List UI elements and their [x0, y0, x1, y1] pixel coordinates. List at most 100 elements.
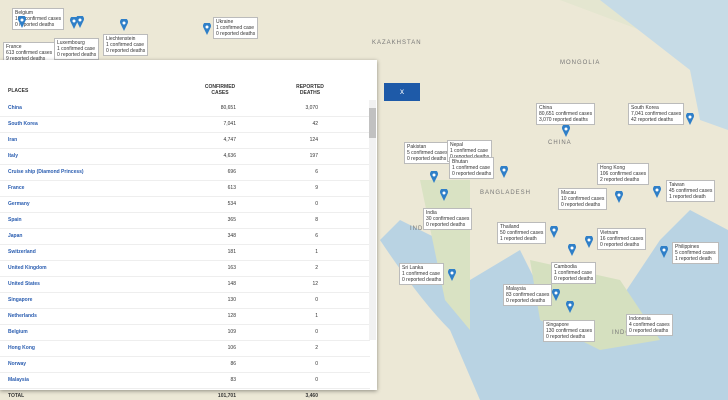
reported-deaths: 1 [315, 313, 318, 319]
table-row: Switzerland 181 1 [0, 244, 370, 261]
callout-deaths: 0 reported deaths [57, 52, 97, 58]
callout-cases: 10 confirmed cases [561, 196, 605, 202]
callout-place: Bhutan [452, 159, 468, 165]
table-row: Japan 348 6 [0, 228, 370, 245]
place-name: Malaysia [8, 377, 29, 383]
place-name: Spain [8, 217, 22, 223]
confirmed-cases: 534 [227, 201, 236, 207]
callout-cases: 83 confirmed cases [506, 292, 550, 298]
callout: Macau 10 confirmed cases 0 reported deaths [558, 188, 608, 210]
confirmed-cases: 4,636 [223, 153, 236, 159]
reported-deaths: 2 [315, 265, 318, 271]
table-row: Malaysia 83 0 [0, 372, 370, 389]
callout-cases: 109 confirmed cases [15, 16, 62, 22]
callout-place: Philippines [675, 244, 700, 250]
callout-cases: 1 confirmed case [450, 148, 489, 154]
place-name: Germany [8, 201, 30, 207]
confirmed-cases: 7,041 [223, 121, 236, 127]
callout-cases: 1 confirmed case [216, 25, 255, 31]
map-pin [430, 169, 438, 183]
callout-deaths: 0 reported deaths [546, 334, 586, 340]
reported-deaths: 2 [315, 345, 318, 351]
table-row: United Kingdom 163 2 [0, 260, 370, 277]
map-pin [653, 184, 661, 198]
confirmed-cases: 613 [227, 185, 236, 191]
table-row: Belgium 109 0 [0, 324, 370, 341]
header-confirmed: CONFIRMED CASES [204, 84, 236, 96]
reported-deaths: 1 [315, 249, 318, 255]
map-pin [203, 21, 211, 35]
reported-deaths: 0 [315, 201, 318, 207]
confirmed-cases: 365 [227, 217, 236, 223]
place-name: Norway [8, 361, 27, 367]
place-name: Italy [8, 153, 19, 159]
callout-place: Sri Lanka [402, 265, 424, 271]
confirmed-cases: 148 [227, 281, 236, 287]
callout-place: Taiwan [669, 182, 685, 188]
callout: Thailand 50 confirmed cases 1 reported dea… [497, 222, 547, 244]
callout-deaths: 0 reported deaths [407, 156, 447, 162]
reported-deaths: 6 [315, 169, 318, 175]
reported-deaths: 124 [309, 137, 318, 143]
callout-deaths: 0 reported deaths [506, 298, 546, 304]
callout: Hong Kong 106 confirmed cases 2 reported d… [597, 163, 650, 185]
scrollbar[interactable] [369, 100, 376, 340]
callout: Bhutan 1 confirmed case 0 reported deaths [449, 157, 495, 179]
callout-cases: 1 confirmed case [554, 270, 593, 276]
place-name: Japan [8, 233, 23, 239]
map-pin [76, 14, 84, 28]
map-pin [500, 164, 508, 178]
callout-deaths: 1 reported death [500, 236, 537, 242]
callout: Vietnam 16 confirmed cases 0 reported deat… [597, 228, 647, 250]
callout-place: India [426, 210, 437, 216]
callout-place: Singapore [546, 322, 569, 328]
header-deaths: REPORTED DEATHS [296, 84, 324, 96]
callout-place: Thailand [500, 224, 520, 230]
place-name: Cruise ship (Diamond Princess) [8, 169, 84, 175]
map-pin [615, 189, 623, 203]
reported-deaths: 197 [309, 153, 318, 159]
callout-place: France [6, 44, 22, 50]
table-row: Iran 4,747 124 [0, 132, 370, 149]
map-label: BANGLADESH [480, 190, 532, 196]
confirmed-cases: 4,747 [223, 137, 236, 143]
callout-place: China [539, 105, 553, 111]
reported-deaths: 8 [315, 217, 318, 223]
callout-cases: 1 confirmed case [452, 165, 491, 171]
reported-deaths: 12 [312, 281, 318, 287]
table-panel: PLACES CONFIRMED CASES REPORTED DEATHS C… [0, 60, 377, 399]
place-name: Hong Kong [8, 345, 35, 351]
callout-cases: 5 confirmed cases [675, 250, 716, 256]
total-row: TOTAL 101,701 3,460 [0, 388, 370, 400]
callout: Sri Lanka 1 confirmed case 0 reported deat… [399, 263, 445, 285]
callout-deaths: 0 reported deaths [106, 48, 146, 54]
callout-cases: 106 confirmed cases [600, 171, 647, 177]
callout-cases: 80,651 confirmed cases [539, 111, 593, 117]
map-pin [448, 267, 456, 281]
callout-place: Hong Kong [600, 165, 626, 171]
callout: Malaysia 83 confirmed cases 0 reported dea… [503, 284, 553, 306]
reported-deaths: 3,070 [305, 105, 318, 111]
table-row: United States 148 12 [0, 276, 370, 293]
callout-place: Pakistan [407, 144, 427, 150]
callout-cases: 1 confirmed case [57, 46, 96, 52]
callout-deaths: 0 reported deaths [629, 328, 669, 334]
table-row: France 613 9 [0, 180, 370, 197]
callout-deaths: 0 reported deaths [452, 171, 492, 177]
confirmed-cases: 86 [230, 361, 236, 367]
callout-place: Liechtenstein [106, 36, 136, 42]
callout: Pakistan 5 confirmed cases 0 reported deat… [404, 142, 451, 164]
close-button[interactable]: x [384, 83, 420, 101]
place-name: United Kingdom [8, 265, 47, 271]
callout: Indonesia 4 confirmed cases 0 reported dea… [626, 314, 673, 336]
place-name: Iran [8, 137, 18, 143]
callout-deaths: 3,070 reported deaths [539, 117, 588, 123]
callout: Philippines 5 confirmed cases 1 reported d… [672, 242, 719, 264]
callout-deaths: 0 reported deaths [554, 276, 594, 282]
confirmed-cases: 106 [227, 345, 236, 351]
map-pin [552, 287, 560, 301]
total-confirmed: 101,701 [217, 393, 236, 399]
callout-cases: 30 confirmed cases [426, 216, 470, 222]
callout-deaths: 0 reported deaths [15, 22, 55, 28]
callout-place: Luxembourg [57, 40, 85, 46]
